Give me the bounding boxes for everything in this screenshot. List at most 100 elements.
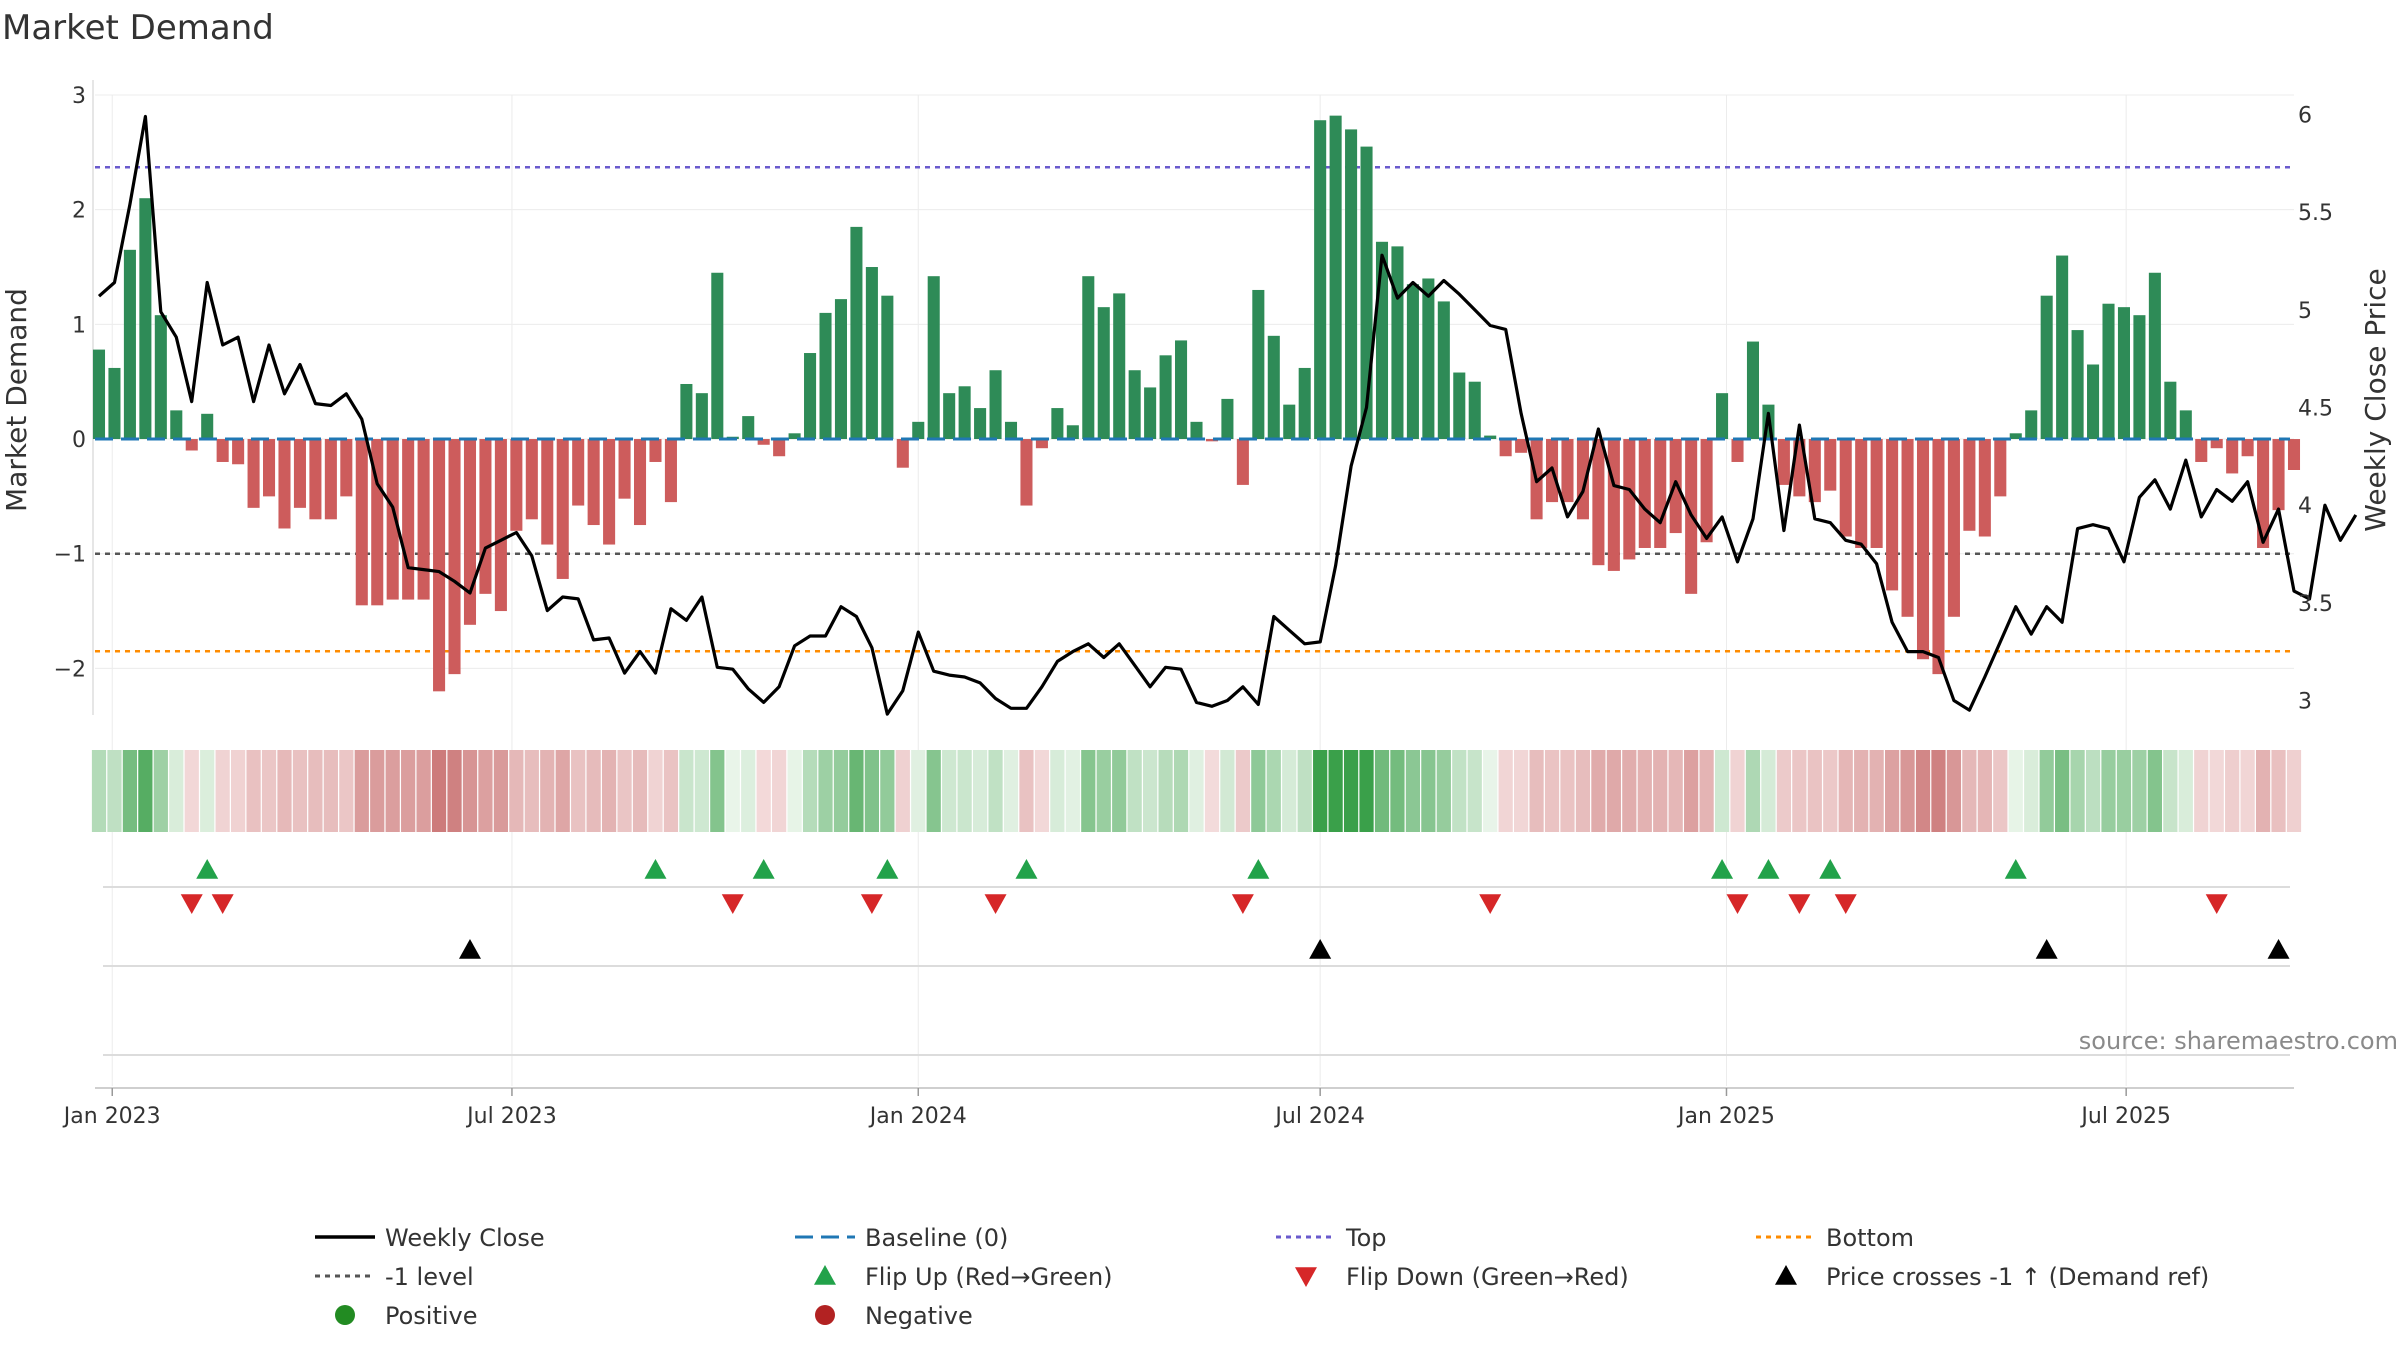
demand-bar xyxy=(1066,425,1079,440)
demand-tile xyxy=(1081,750,1096,832)
demand-tile xyxy=(1900,750,1915,832)
demand-tile xyxy=(1915,750,1931,832)
demand-tile xyxy=(586,750,601,832)
demand-tile xyxy=(926,750,941,832)
demand-tile xyxy=(215,750,230,832)
demand-bar xyxy=(1932,439,1945,675)
demand-tile xyxy=(1514,750,1529,832)
demand-bar xyxy=(433,439,446,692)
demand-tile xyxy=(91,750,107,832)
flip-down-marker xyxy=(721,894,744,914)
demand-bar xyxy=(92,349,106,440)
legend-label: Top xyxy=(1345,1224,1387,1252)
y2-axis-label: Weekly Close Price xyxy=(2359,268,2392,531)
flip-up-marker xyxy=(1015,859,1038,879)
demand-bar xyxy=(355,439,368,606)
demand-tile xyxy=(401,750,416,832)
flip-up-marker xyxy=(1711,859,1734,879)
demand-heat-strip xyxy=(91,750,2302,832)
demand-bar xyxy=(448,439,461,675)
flip-down-marker xyxy=(1788,894,1811,914)
demand-tile xyxy=(1529,750,1544,832)
demand-bar xyxy=(1221,398,1234,440)
demand-tile xyxy=(1235,750,1250,832)
demand-tile xyxy=(1962,750,1977,832)
demand-tile xyxy=(2225,750,2240,832)
demand-bar xyxy=(1128,370,1141,440)
demand-bar xyxy=(1700,439,1713,543)
legend-label: Positive xyxy=(385,1302,478,1330)
x-tick-label: Jul 2023 xyxy=(465,1104,557,1129)
demand-bar xyxy=(201,413,214,440)
legend-label: Negative xyxy=(865,1302,973,1330)
demand-bar xyxy=(587,439,600,526)
demand-tile xyxy=(988,750,1003,832)
demand-bar xyxy=(2195,439,2208,462)
demand-bar xyxy=(417,439,430,600)
demand-bar xyxy=(1113,293,1126,440)
demand-bar xyxy=(108,367,121,440)
demand-tile xyxy=(1452,750,1467,832)
demand-tile xyxy=(2085,750,2101,832)
demand-tile xyxy=(1003,750,1019,832)
y2-tick-label: 3.5 xyxy=(2298,592,2333,617)
demand-tile xyxy=(880,750,895,832)
demand-tile xyxy=(1158,750,1173,832)
demand-bar xyxy=(1190,421,1203,440)
demand-tile xyxy=(478,750,493,832)
demand-bar xyxy=(1484,435,1497,440)
demand-bar xyxy=(1916,439,1930,660)
demand-bar xyxy=(1314,120,1327,440)
demand-bar xyxy=(2210,439,2223,449)
demand-bar xyxy=(2056,255,2069,440)
demand-bar xyxy=(1839,439,1852,537)
demand-bar xyxy=(2040,295,2053,440)
demand-tile xyxy=(169,750,184,832)
demand-bar xyxy=(232,439,245,465)
demand-tile xyxy=(694,750,709,832)
demand-bar xyxy=(1654,439,1667,548)
demand-bar xyxy=(989,370,1002,440)
demand-tile xyxy=(2163,750,2178,832)
legend-swatch-triangle xyxy=(814,1265,836,1285)
demand-bar xyxy=(1175,340,1188,440)
demand-tile xyxy=(1869,750,1884,832)
demand-tile xyxy=(2286,750,2302,832)
demand-bar xyxy=(2102,303,2115,440)
demand-bar xyxy=(757,439,770,445)
demand-bar xyxy=(2257,439,2270,548)
demand-tile xyxy=(107,750,122,832)
demand-bar xyxy=(711,272,724,440)
demand-bar xyxy=(293,439,306,508)
flip-up-marker xyxy=(752,859,775,879)
demand-tile xyxy=(1730,750,1745,832)
demand-bar xyxy=(1422,278,1435,440)
demand-bar xyxy=(139,198,152,440)
legend-label: -1 level xyxy=(385,1263,474,1291)
demand-tile xyxy=(725,750,740,832)
demand-bar xyxy=(2071,330,2084,440)
demand-tile xyxy=(787,750,802,832)
flip-down-marker xyxy=(984,894,1007,914)
demand-tile xyxy=(231,750,246,832)
demand-tile xyxy=(1143,750,1158,832)
demand-bar xyxy=(1901,439,1914,617)
demand-tile xyxy=(246,750,261,832)
demand-bar xyxy=(2272,439,2285,511)
demand-tile xyxy=(2101,750,2116,832)
demand-tile xyxy=(153,750,168,832)
x-tick-label: Jul 2024 xyxy=(1273,1104,1365,1129)
demand-bar xyxy=(1144,387,1157,440)
demand-bar xyxy=(1252,289,1265,440)
demand-tile xyxy=(1034,750,1050,832)
legend-label: Flip Up (Red→Green) xyxy=(865,1263,1113,1291)
demand-bar xyxy=(1345,129,1358,440)
demand-bar xyxy=(2133,315,2146,440)
demand-tile xyxy=(1189,750,1204,832)
flip-up-marker xyxy=(876,859,899,879)
legend-swatch-circle xyxy=(815,1305,835,1325)
demand-bar xyxy=(618,439,631,499)
demand-tile xyxy=(571,750,586,832)
demand-bar xyxy=(1267,335,1280,440)
demand-bar xyxy=(1947,439,1960,617)
